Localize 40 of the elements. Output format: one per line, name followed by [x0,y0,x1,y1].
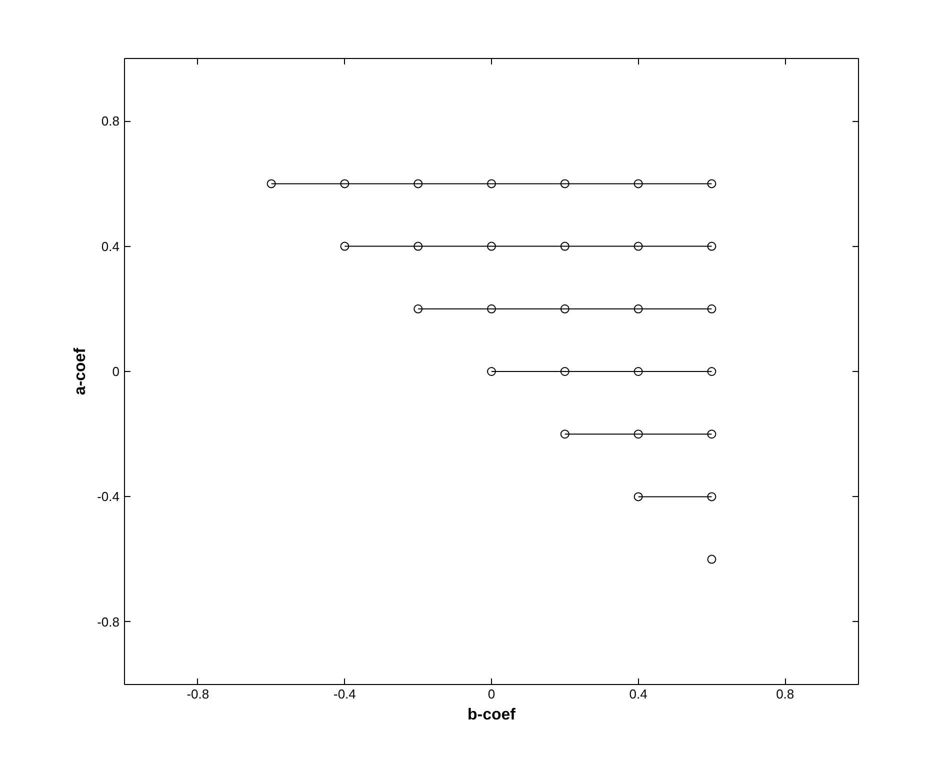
y-tick-label: 0 [112,364,120,379]
point [487,367,496,376]
point [560,367,570,376]
point [560,179,570,188]
point [487,179,496,188]
point [414,179,423,188]
x-tick-label: 0.4 [629,686,648,702]
x-axis-title: b-coef [468,706,516,724]
point [560,242,570,251]
point [487,304,496,314]
point [707,179,716,188]
y-axis-title: a-coef [72,347,90,396]
point [560,430,570,439]
y-tick-label: 0.4 [101,238,120,254]
x-tick-label: 0.8 [776,686,794,702]
point [707,367,716,376]
point [634,304,643,314]
point [707,492,716,502]
point [707,242,716,251]
point [340,179,350,188]
point [266,179,276,188]
point [707,430,716,439]
point [634,430,643,439]
y-tick-label: -0.8 [97,614,120,630]
point [707,304,716,314]
point [414,304,423,314]
point [634,492,643,502]
point [634,367,643,376]
y-tick-label: -0.4 [97,489,120,504]
point [487,242,496,251]
point [414,242,423,251]
point [634,242,643,251]
point [560,304,570,314]
point [340,242,350,251]
y-tick-label: 0.8 [101,114,120,129]
point [707,554,716,564]
x-tick-label: -0.8 [186,686,210,702]
x-tick-label: -0.4 [334,686,356,702]
x-tick-label: 0 [488,686,496,702]
point [634,179,643,188]
